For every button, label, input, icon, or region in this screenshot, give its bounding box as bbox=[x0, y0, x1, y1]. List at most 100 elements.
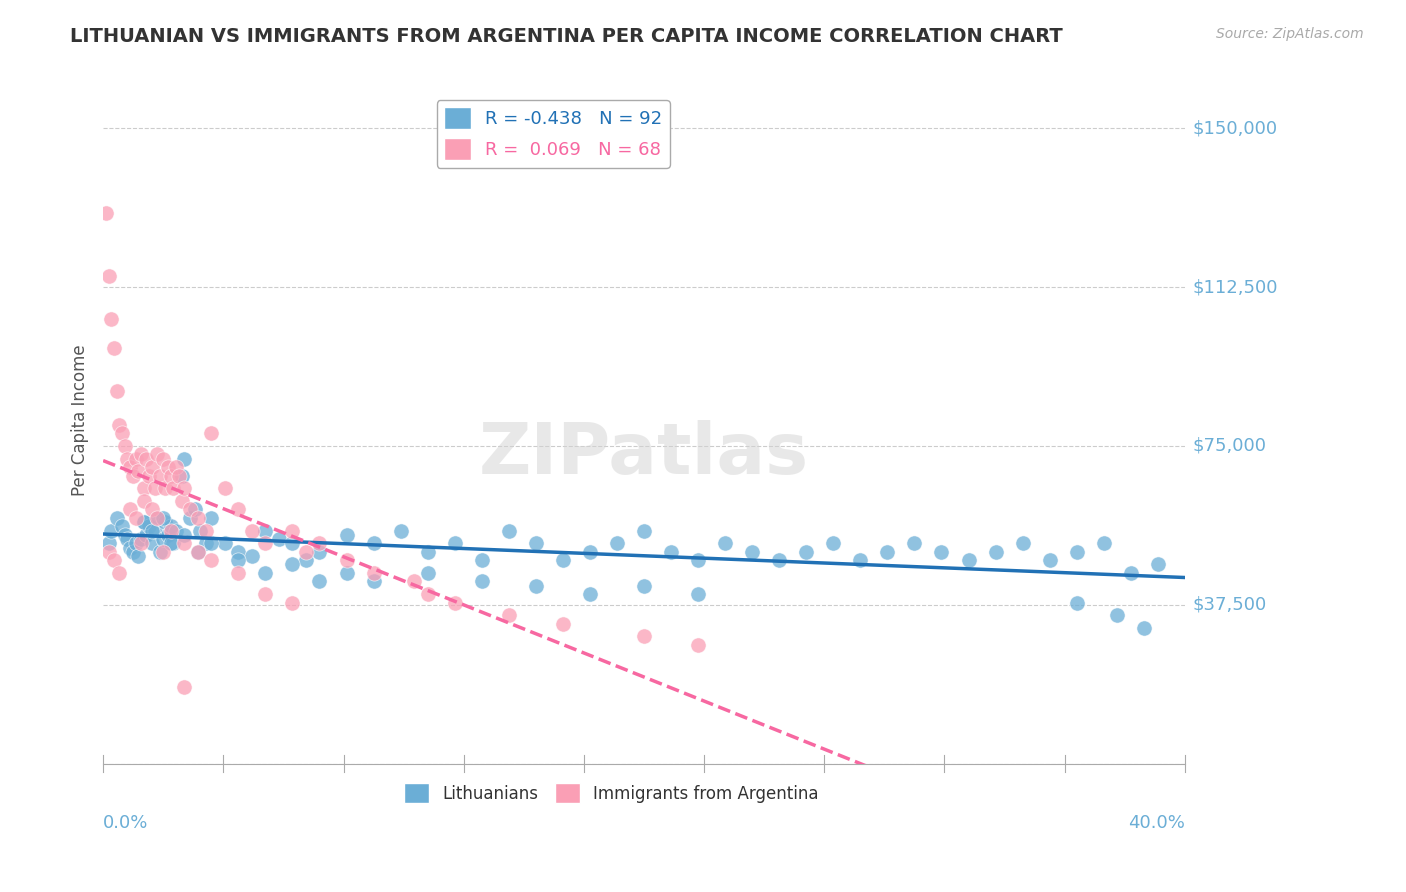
Point bbox=[132, 481, 155, 495]
Point bbox=[416, 566, 439, 580]
Point bbox=[308, 574, 330, 589]
Point bbox=[194, 536, 217, 550]
Text: LITHUANIAN VS IMMIGRANTS FROM ARGENTINA PER CAPITA INCOME CORRELATION CHART: LITHUANIAN VS IMMIGRANTS FROM ARGENTINA … bbox=[70, 27, 1063, 45]
Point bbox=[141, 502, 163, 516]
Point bbox=[741, 545, 763, 559]
Text: $150,000: $150,000 bbox=[1192, 120, 1278, 137]
Point bbox=[281, 524, 304, 538]
Legend: Lithuanians, Immigrants from Argentina: Lithuanians, Immigrants from Argentina bbox=[398, 776, 825, 810]
Point bbox=[111, 426, 134, 441]
Point bbox=[633, 524, 655, 538]
Point bbox=[228, 553, 250, 567]
Point bbox=[157, 460, 180, 475]
Point bbox=[281, 558, 304, 572]
Text: Source: ZipAtlas.com: Source: ZipAtlas.com bbox=[1216, 27, 1364, 41]
Point bbox=[200, 511, 222, 525]
Point bbox=[124, 511, 146, 525]
Point bbox=[228, 502, 250, 516]
Point bbox=[903, 536, 925, 550]
Point bbox=[931, 545, 953, 559]
Point bbox=[633, 630, 655, 644]
Point bbox=[173, 481, 195, 495]
Point bbox=[194, 524, 217, 538]
Point bbox=[1092, 536, 1115, 550]
Point bbox=[173, 451, 195, 466]
Point bbox=[254, 524, 277, 538]
Point bbox=[179, 511, 201, 525]
Point bbox=[281, 536, 304, 550]
Point bbox=[152, 532, 174, 546]
Point bbox=[165, 524, 187, 538]
Point bbox=[254, 536, 277, 550]
Point bbox=[129, 536, 152, 550]
Point bbox=[579, 587, 602, 601]
Point bbox=[97, 536, 120, 550]
Point bbox=[132, 494, 155, 508]
Point bbox=[129, 532, 152, 546]
Point bbox=[120, 541, 142, 555]
Text: $112,500: $112,500 bbox=[1192, 278, 1278, 296]
Point bbox=[363, 574, 385, 589]
Point bbox=[1119, 566, 1142, 580]
Point bbox=[117, 451, 139, 466]
Point bbox=[103, 553, 125, 567]
Point bbox=[100, 524, 122, 538]
Point bbox=[173, 536, 195, 550]
Point bbox=[179, 502, 201, 516]
Point bbox=[167, 468, 190, 483]
Point bbox=[141, 536, 163, 550]
Point bbox=[768, 553, 790, 567]
Point bbox=[127, 549, 149, 563]
Point bbox=[146, 447, 169, 461]
Point bbox=[686, 638, 709, 652]
Point bbox=[170, 468, 193, 483]
Point bbox=[714, 536, 737, 550]
Point bbox=[100, 311, 122, 326]
Point bbox=[132, 515, 155, 529]
Point bbox=[200, 426, 222, 441]
Point bbox=[124, 451, 146, 466]
Point bbox=[416, 545, 439, 559]
Point bbox=[1066, 545, 1088, 559]
Point bbox=[498, 524, 520, 538]
Point bbox=[190, 524, 212, 538]
Point bbox=[155, 515, 177, 529]
Point bbox=[187, 511, 209, 525]
Point bbox=[184, 502, 207, 516]
Point bbox=[579, 545, 602, 559]
Point bbox=[162, 536, 184, 550]
Point bbox=[108, 566, 131, 580]
Point bbox=[129, 447, 152, 461]
Point bbox=[122, 468, 145, 483]
Point bbox=[254, 587, 277, 601]
Point bbox=[363, 566, 385, 580]
Point bbox=[165, 460, 187, 475]
Point bbox=[308, 545, 330, 559]
Point bbox=[152, 545, 174, 559]
Point bbox=[141, 460, 163, 475]
Point bbox=[228, 566, 250, 580]
Point bbox=[97, 545, 120, 559]
Point bbox=[498, 608, 520, 623]
Point bbox=[105, 511, 128, 525]
Point bbox=[524, 579, 547, 593]
Point bbox=[159, 536, 181, 550]
Point bbox=[686, 587, 709, 601]
Point bbox=[159, 468, 181, 483]
Point bbox=[124, 536, 146, 550]
Point bbox=[254, 566, 277, 580]
Point bbox=[155, 481, 177, 495]
Point bbox=[132, 515, 155, 529]
Point bbox=[363, 536, 385, 550]
Point bbox=[794, 545, 817, 559]
Text: 0.0%: 0.0% bbox=[103, 814, 149, 832]
Point bbox=[114, 528, 136, 542]
Point bbox=[823, 536, 845, 550]
Point bbox=[152, 451, 174, 466]
Point bbox=[240, 524, 263, 538]
Point bbox=[1146, 558, 1168, 572]
Point bbox=[187, 545, 209, 559]
Point bbox=[173, 528, 195, 542]
Point bbox=[120, 502, 142, 516]
Text: $75,000: $75,000 bbox=[1192, 437, 1267, 455]
